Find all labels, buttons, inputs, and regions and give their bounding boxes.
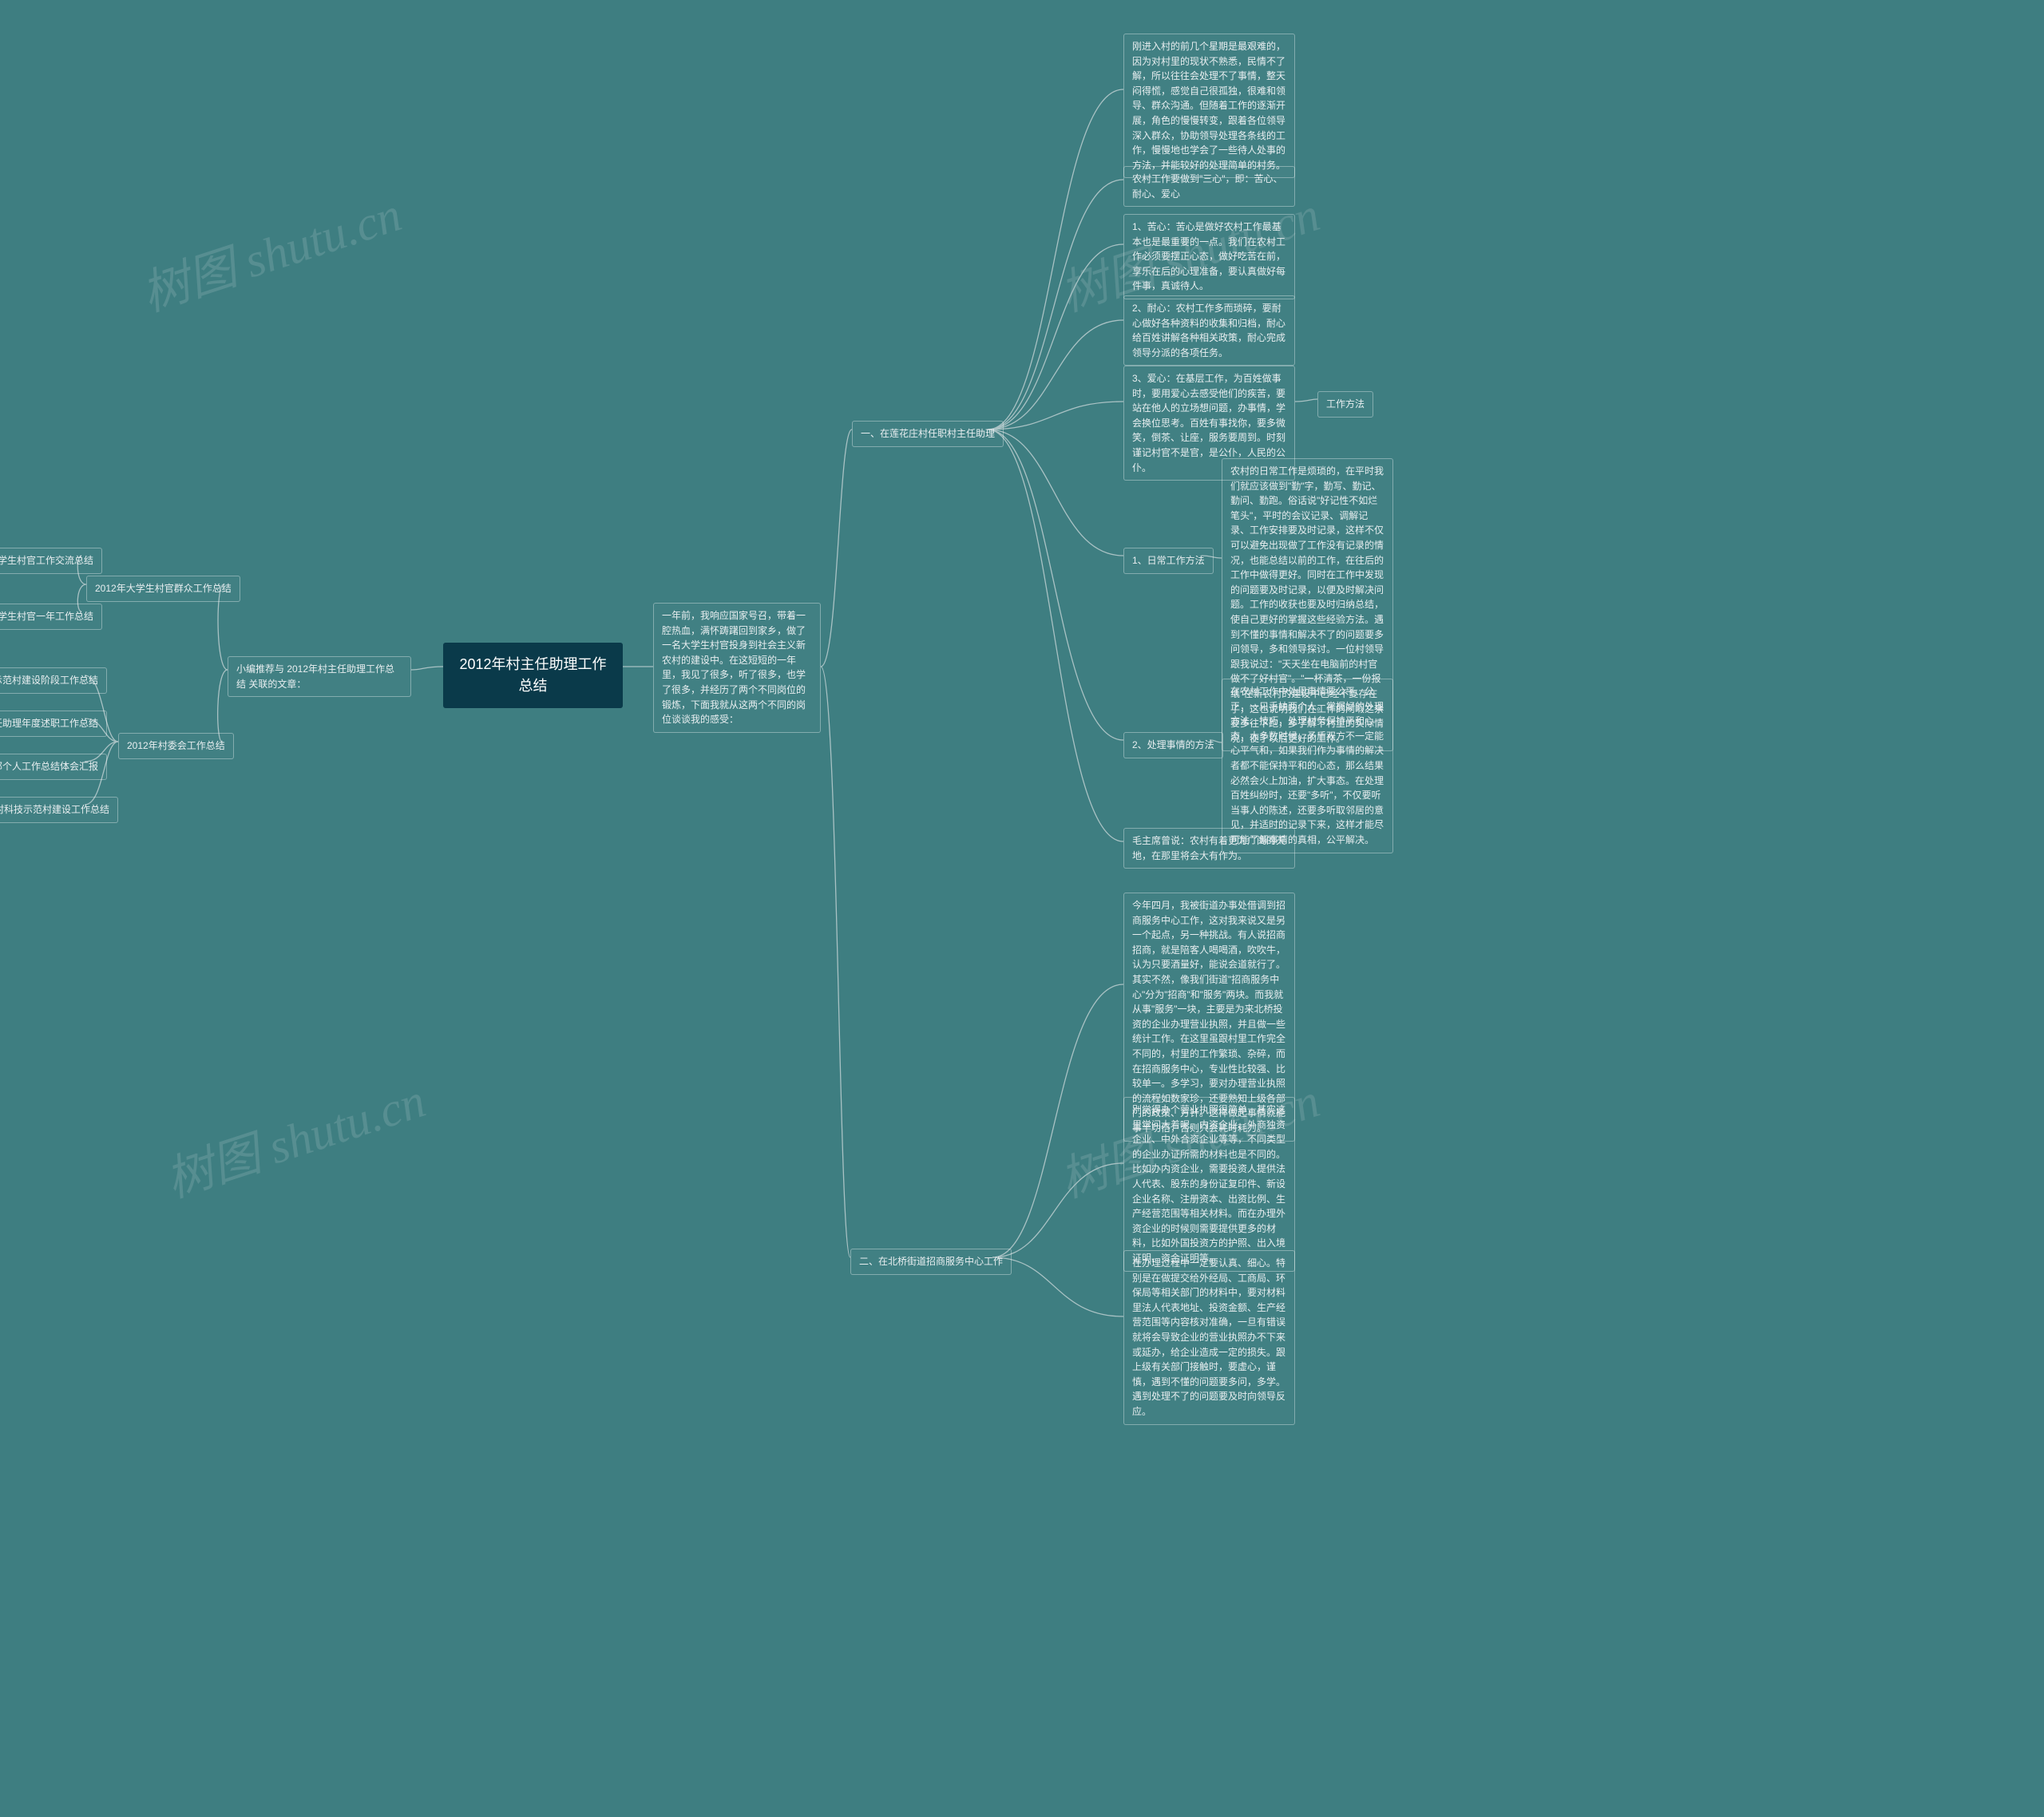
p1-c1[interactable]: 农村工作要做到"三心"，即：苦心、耐心、爱心 bbox=[1123, 166, 1295, 207]
p2-c1[interactable]: 别觉得办个营业执照很简单，其实这里学问大着呢。内资企业、外商独资企业、中外合资企… bbox=[1123, 1097, 1295, 1272]
left-sub2-child-3[interactable]: 社会主义新农村科技示范村建设工作总结 bbox=[0, 797, 118, 823]
watermark-1: 树图 shutu.cn bbox=[132, 176, 409, 325]
txt: 工作方法 bbox=[1326, 398, 1365, 410]
p1-c2[interactable]: 1、苦心：苦心是做好农村工作最基本也是最重要的一点。我们在农村工作必须要摆正心态… bbox=[1123, 214, 1295, 299]
root-text: 2012年村主任助理工作总结 bbox=[459, 656, 606, 694]
left-sub1[interactable]: 2012年大学生村官群众工作总结 bbox=[86, 576, 240, 602]
txt: 村主任助理年度述职工作总结 bbox=[0, 718, 98, 729]
txt: 村干部个人工作总结体会汇报 bbox=[0, 761, 98, 772]
left-sub2-text: 2012年村委会工作总结 bbox=[127, 740, 225, 751]
part2-label[interactable]: 二、在北桥街道招商服务中心工作 bbox=[850, 1249, 1012, 1275]
txt: 别觉得办个营业执照很简单，其实这里学问大着呢。内资企业、外商独资企业、中外合资企… bbox=[1132, 1104, 1285, 1264]
p2-c2[interactable]: 在办理过程中一定要认真、细心。特别是在做提交给外经局、工商局、环保局等相关部门的… bbox=[1123, 1250, 1295, 1425]
p1-c0[interactable]: 刚进入村的前几个星期是最艰难的，因为对村里的现状不熟悉，民情不了解，所以往往会处… bbox=[1123, 34, 1295, 178]
root-node[interactable]: 2012年村主任助理工作总结 bbox=[443, 643, 623, 708]
txt: 刚进入村的前几个星期是最艰难的，因为对村里的现状不熟悉，民情不了解，所以往往会处… bbox=[1132, 41, 1285, 171]
left-sub2[interactable]: 2012年村委会工作总结 bbox=[118, 733, 234, 759]
left-sub1-child-1[interactable]: 大学生村官一年工作总结 bbox=[0, 604, 102, 630]
txt: 在农村工作中处里事情要公平、公正，一只手扶两个人。掌握好的处理方法、技巧，处理村… bbox=[1230, 686, 1384, 845]
left-sub2-child-0[interactable]: 典型示范村建设阶段工作总结 bbox=[0, 667, 107, 694]
txt: 1、日常工作方法 bbox=[1132, 555, 1205, 566]
txt: 在办理过程中一定要认真、细心。特别是在做提交给外经局、工商局、环保局等相关部门的… bbox=[1132, 1257, 1285, 1417]
connectors bbox=[0, 0, 2044, 1817]
p1-c7[interactable]: 毛主席曾说：农村有着更为广阔的天地，在那里将会大有作为。 bbox=[1123, 828, 1295, 869]
p1-c3[interactable]: 2、耐心：农村工作多而琐碎，要耐心做好各种资料的收集和归档，耐心给百姓讲解各种相… bbox=[1123, 295, 1295, 366]
left-branch-text: 小编推荐与 2012年村主任助理工作总结 关联的文章： bbox=[236, 663, 394, 690]
left-sub1-child-0[interactable]: 大学生村官工作交流总结 bbox=[0, 548, 102, 574]
left-sub2-child-2[interactable]: 村干部个人工作总结体会汇报 bbox=[0, 754, 107, 780]
txt: 典型示范村建设阶段工作总结 bbox=[0, 675, 98, 686]
left-sub1-child-1-text: 大学生村官一年工作总结 bbox=[0, 611, 93, 622]
txt: 2、耐心：农村工作多而琐碎，要耐心做好各种资料的收集和归档，耐心给百姓讲解各种相… bbox=[1132, 303, 1285, 358]
txt: 社会主义新农村科技示范村建设工作总结 bbox=[0, 804, 109, 815]
txt: 2、处理事情的方法 bbox=[1132, 739, 1214, 750]
left-branch[interactable]: 小编推荐与 2012年村主任助理工作总结 关联的文章： bbox=[228, 656, 411, 697]
p1-c6-label[interactable]: 2、处理事情的方法 bbox=[1123, 732, 1223, 758]
watermark-3: 树图 shutu.cn bbox=[156, 1062, 433, 1211]
part1-label[interactable]: 一、在莲花庄村任职村主任助理 bbox=[852, 421, 1004, 447]
left-sub1-child-0-text: 大学生村官工作交流总结 bbox=[0, 555, 93, 566]
intro-node[interactable]: 一年前，我响应国家号召，带着一腔热血，满怀踌躇回到家乡，做了一名大学生村官投身到… bbox=[653, 603, 821, 733]
txt: 农村工作要做到"三心"，即：苦心、耐心、爱心 bbox=[1132, 173, 1283, 200]
intro-text: 一年前，我响应国家号召，带着一腔热血，满怀踌躇回到家乡，做了一名大学生村官投身到… bbox=[662, 610, 806, 725]
p1-c6-detail[interactable]: 在农村工作中处里事情要公平、公正，一只手扶两个人。掌握好的处理方法、技巧，处理村… bbox=[1222, 679, 1393, 853]
left-sub1-text: 2012年大学生村官群众工作总结 bbox=[95, 583, 232, 594]
txt: 1、苦心：苦心是做好农村工作最基本也是最重要的一点。我们在农村工作必须要摆正心态… bbox=[1132, 221, 1285, 291]
p1-c5-label[interactable]: 1、日常工作方法 bbox=[1123, 548, 1214, 574]
p1-c4-side[interactable]: 工作方法 bbox=[1317, 391, 1373, 418]
txt: 毛主席曾说：农村有着更为广阔的天地，在那里将会大有作为。 bbox=[1132, 835, 1285, 861]
part2-label-text: 二、在北桥街道招商服务中心工作 bbox=[859, 1256, 1003, 1267]
part1-label-text: 一、在莲花庄村任职村主任助理 bbox=[861, 428, 995, 439]
left-sub2-child-1[interactable]: 村主任助理年度述职工作总结 bbox=[0, 711, 107, 737]
